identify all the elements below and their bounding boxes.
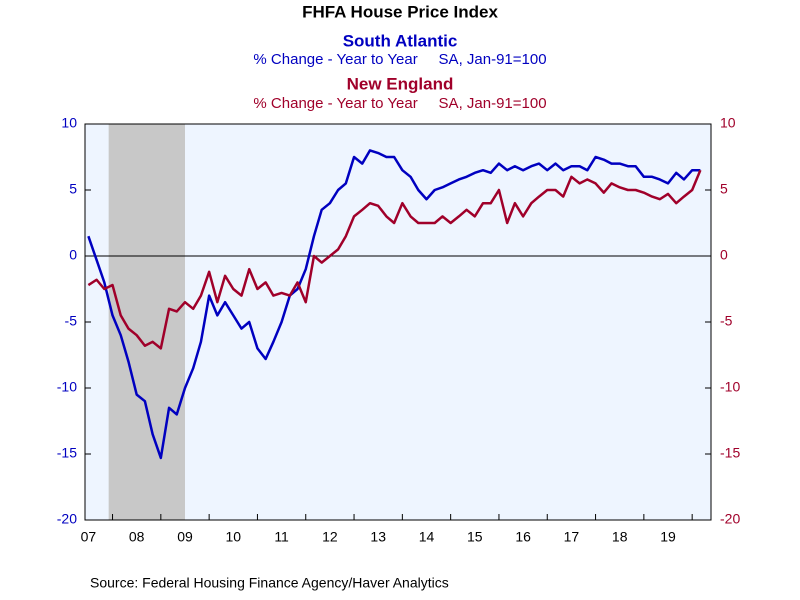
y-tick-label: 10 bbox=[61, 115, 77, 131]
y2-tick-label: -15 bbox=[720, 445, 740, 461]
x-tick-label: 12 bbox=[322, 529, 338, 545]
x-tick-label: 09 bbox=[177, 529, 193, 545]
x-tick-label: 07 bbox=[81, 529, 97, 545]
y-tick-label: 5 bbox=[69, 181, 77, 197]
y2-tick-label: -10 bbox=[720, 379, 740, 395]
y-tick-label: -10 bbox=[57, 379, 77, 395]
y2-tick-label: -5 bbox=[720, 313, 733, 329]
y2-tick-label: -20 bbox=[720, 511, 740, 527]
series-line bbox=[87, 169, 702, 350]
x-tick-label: 11 bbox=[274, 529, 289, 545]
x-tick-label: 10 bbox=[225, 529, 241, 545]
source-note: Source: Federal Housing Finance Agency/H… bbox=[90, 575, 449, 591]
series-line bbox=[87, 149, 701, 460]
x-tick-label: 16 bbox=[515, 529, 531, 545]
x-tick-label: 18 bbox=[612, 529, 628, 545]
y-tick-label: -15 bbox=[57, 445, 77, 461]
x-tick-label: 13 bbox=[370, 529, 386, 545]
x-tick-label: 19 bbox=[660, 529, 676, 545]
y-tick-label: -20 bbox=[57, 511, 77, 527]
panel-title: South Atlantic bbox=[343, 31, 458, 50]
y2-tick-label: 10 bbox=[720, 115, 736, 131]
x-tick-label: 17 bbox=[564, 529, 580, 545]
y2-tick-label: 5 bbox=[720, 181, 728, 197]
chart-title: FHFA House Price Index bbox=[302, 2, 498, 21]
x-tick-label: 14 bbox=[419, 529, 435, 545]
recession-shading bbox=[108, 124, 185, 520]
panel-title: New England bbox=[347, 74, 454, 93]
x-tick-label: 15 bbox=[467, 529, 483, 545]
plot-frame bbox=[84, 123, 712, 521]
y-tick-label: 0 bbox=[69, 247, 77, 263]
x-tick-label: 08 bbox=[129, 529, 145, 545]
panel-subtitle: % Change - Year to Year SA, Jan-91=100 bbox=[253, 51, 546, 68]
y2-tick-label: 0 bbox=[720, 247, 728, 263]
y-tick-label: -5 bbox=[65, 313, 78, 329]
panel-subtitle: % Change - Year to Year SA, Jan-91=100 bbox=[253, 95, 546, 112]
